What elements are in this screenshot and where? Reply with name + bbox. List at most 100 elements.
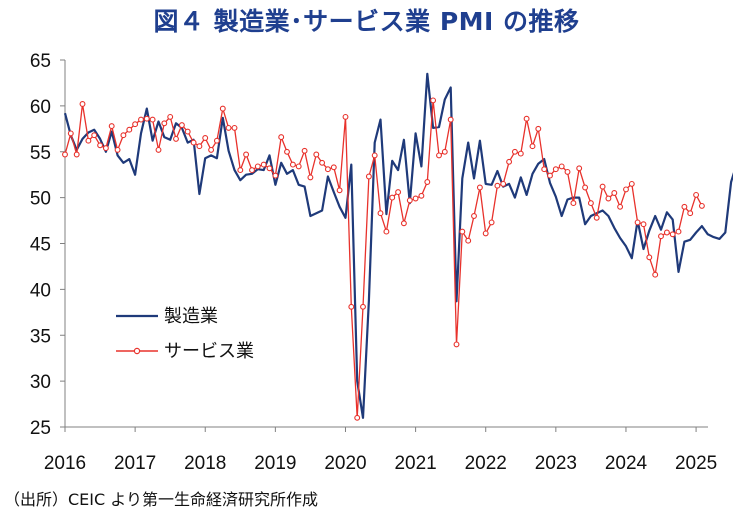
data-point-services (167, 113, 174, 120)
x-tick-label: 2025 (675, 453, 717, 474)
data-point-services (500, 180, 507, 187)
data-point-services (114, 146, 121, 153)
data-point-services (348, 303, 355, 310)
data-point-services (97, 142, 104, 149)
data-point-services (552, 166, 559, 173)
data-point-services (284, 148, 290, 155)
legend-marker-services (133, 347, 141, 355)
data-point-services (108, 123, 115, 130)
x-tick-label: 2024 (605, 453, 648, 474)
data-point-services (184, 128, 191, 135)
data-point-services (178, 122, 185, 129)
data-point-services (506, 158, 513, 165)
data-point-services (529, 143, 536, 150)
series-layer (62, 72, 733, 421)
data-point-services (494, 182, 501, 189)
data-point-services (663, 229, 670, 236)
data-point-services (319, 159, 326, 166)
data-point-services (447, 116, 454, 123)
x-tick-label: 2021 (394, 453, 436, 474)
series-manufacturing (63, 72, 733, 419)
y-tick-label: 65 (30, 51, 51, 72)
x-tick-label: 2020 (324, 453, 366, 474)
data-point-services (576, 165, 583, 172)
data-point-services (628, 180, 635, 187)
data-point-services (698, 202, 705, 209)
data-point-services (301, 147, 308, 154)
data-point-services (436, 152, 442, 159)
data-point-services (371, 152, 378, 159)
data-point-services (476, 184, 483, 191)
data-point-services (307, 174, 314, 181)
data-point-services (91, 132, 98, 139)
data-point-services (237, 167, 244, 174)
data-point-services (383, 228, 390, 235)
data-point-services (272, 172, 279, 179)
data-point-services (73, 151, 80, 158)
data-point-services (219, 105, 226, 112)
data-point-services (266, 165, 273, 172)
x-tick-label: 2017 (114, 453, 156, 474)
source-note: （出所）CEIC より第一生命経済研究所作成 (4, 490, 318, 509)
x-tick-label: 2022 (465, 453, 507, 474)
data-point-services (605, 195, 612, 202)
data-point-services (149, 116, 156, 123)
data-point-services (208, 146, 215, 153)
y-tick-label: 60 (30, 97, 51, 118)
data-point-services (278, 134, 285, 141)
series-services (62, 97, 705, 421)
axes (60, 59, 708, 432)
data-point-services (330, 164, 337, 171)
legend-label-services: サービス業 (164, 341, 254, 362)
data-point-services (126, 126, 133, 133)
data-point-services (354, 414, 361, 421)
y-tick-label: 40 (30, 280, 51, 301)
data-point-services (687, 210, 694, 217)
data-point-services (254, 163, 261, 170)
data-point-services (231, 124, 238, 131)
data-point-services (693, 191, 700, 198)
data-point-services (646, 254, 653, 261)
data-point-services (634, 219, 641, 226)
data-point-services (249, 167, 255, 174)
data-point-services (658, 233, 664, 240)
data-point-services (541, 166, 548, 173)
data-point-services (79, 101, 86, 107)
data-point-services (681, 203, 688, 210)
data-point-services (161, 120, 168, 127)
data-point-services (459, 228, 466, 235)
data-point-services (360, 303, 366, 310)
data-point-services (155, 146, 162, 153)
data-point-services (570, 200, 577, 207)
data-point-services (593, 214, 600, 221)
legend-label-manufacturing: 製造業 (164, 306, 218, 327)
x-tick-label: 2016 (44, 453, 86, 474)
data-point-services (611, 190, 618, 196)
data-point-services (406, 197, 413, 204)
data-point-services (441, 148, 448, 155)
data-point-services (599, 183, 606, 190)
data-point-services (342, 113, 349, 120)
y-tick-label: 50 (30, 189, 51, 210)
data-point-services (85, 137, 92, 144)
y-tick-label: 30 (30, 372, 51, 393)
data-point-services (482, 230, 489, 237)
y-tick-label: 45 (30, 235, 51, 256)
data-point-services (547, 172, 553, 179)
data-point-services (430, 97, 437, 104)
data-point-services (669, 231, 676, 238)
data-point-services (377, 210, 384, 217)
data-point-services (190, 139, 197, 146)
y-tick-label: 55 (30, 143, 51, 164)
x-tick-labels: 2016 2017 2018 2019 2020 2021 2022 2023 2024 2025 (44, 453, 717, 474)
chart-title: 図４ 製造業･サービス業 PMI の推移 (153, 7, 580, 36)
data-point-services (213, 137, 220, 144)
data-point-services (412, 195, 419, 202)
data-point-services (313, 151, 320, 158)
data-point-services (623, 186, 629, 193)
data-point-services (365, 173, 372, 180)
y-tick-labels: 25 30 35 40 45 50 55 60 65 (30, 51, 51, 439)
data-point-services (465, 237, 472, 244)
data-point-services (389, 194, 396, 201)
